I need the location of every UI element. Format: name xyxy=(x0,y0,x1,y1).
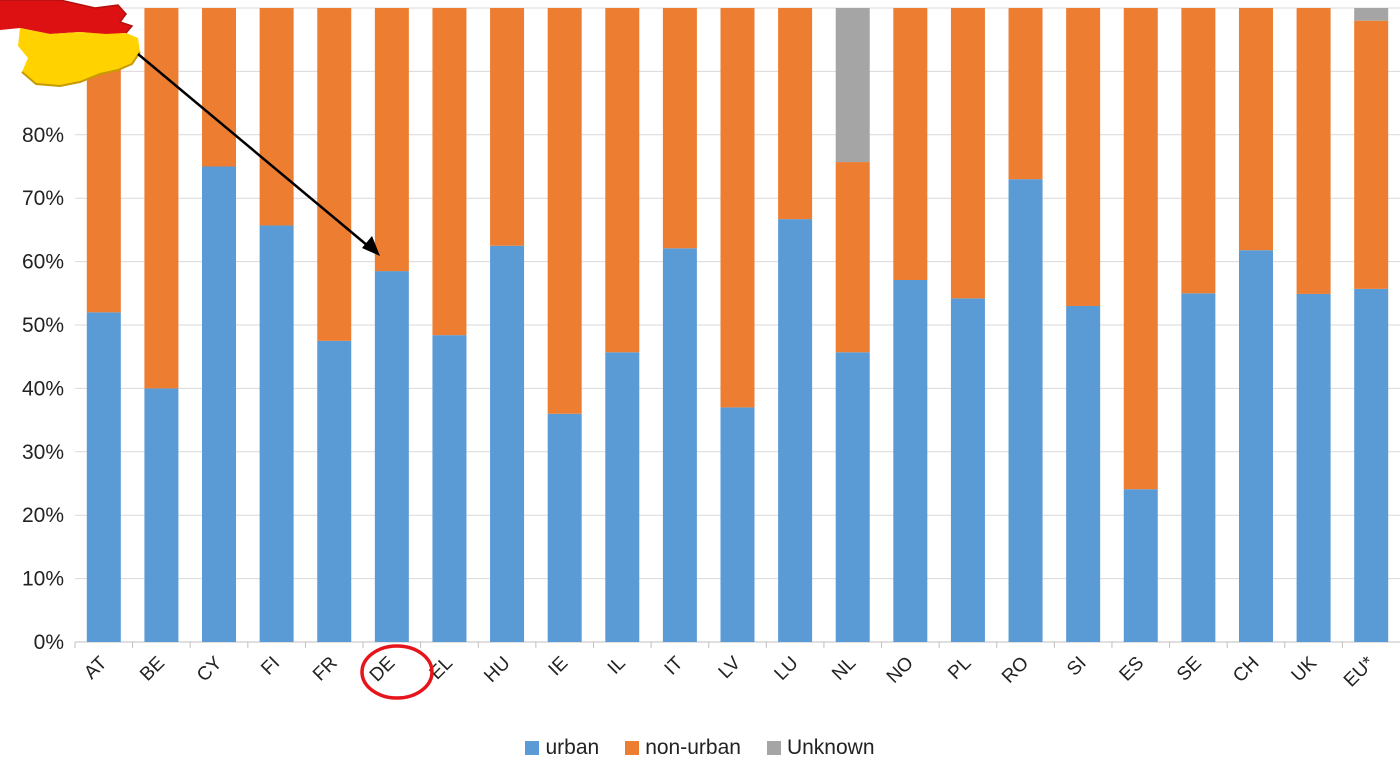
bar-non-urban-lv xyxy=(720,8,755,408)
x-category-label: BE xyxy=(136,653,169,686)
x-category-label: SE xyxy=(1173,653,1206,686)
legend-swatch xyxy=(766,741,781,755)
x-category-label: LU xyxy=(771,653,803,685)
legend-label: Unknown xyxy=(786,736,875,759)
bar-non-urban-uk xyxy=(1296,8,1331,294)
bar-urban-ch xyxy=(1238,250,1273,643)
y-tick-label: 70% xyxy=(22,187,64,210)
bar-urban-it xyxy=(662,248,697,642)
x-category-label: IT xyxy=(661,652,688,679)
bar-non-urban-se xyxy=(1181,8,1216,294)
y-tick-label: 10% xyxy=(22,568,64,591)
bar-non-urban-fr xyxy=(317,8,352,341)
bar-urban-el xyxy=(432,335,467,642)
legend-item: non-urban xyxy=(625,736,741,760)
y-tick-label: 40% xyxy=(22,377,64,400)
y-tick-label: 80% xyxy=(22,124,64,147)
germany-flag-map-icon xyxy=(0,0,141,88)
legend-item: urban xyxy=(525,736,599,760)
bar-non-urban-cy xyxy=(202,8,237,167)
x-category-label: EU* xyxy=(1340,652,1379,691)
legend-item: Unknown xyxy=(766,736,875,760)
x-axis-labels: AT BE CY FI FR DE EL HU IE IL IT LV LU NL NO PL RO SI ES SE… xyxy=(80,652,1379,691)
bar-non-urban-it xyxy=(662,8,697,249)
bar-non-urban-ro xyxy=(1008,8,1043,180)
x-category-label: FI xyxy=(257,653,284,680)
bar-urban-fr xyxy=(317,340,352,642)
x-category-label: IE xyxy=(545,653,573,681)
y-tick-label: 30% xyxy=(22,441,64,464)
bar-non-urban-ie xyxy=(547,8,582,414)
bar-urban-hu xyxy=(490,245,525,642)
pointer-arrowhead xyxy=(362,236,380,256)
x-category-label: HU xyxy=(480,653,514,687)
x-category-label: CY xyxy=(193,652,227,686)
x-category-label: AT xyxy=(80,652,111,683)
x-category-label: LV xyxy=(715,652,746,683)
bar-urban-fi xyxy=(259,225,294,642)
x-category-label: CH xyxy=(1229,653,1263,687)
bar-urban-eu xyxy=(1354,288,1389,642)
bar-non-urban-es xyxy=(1123,8,1158,490)
bar-non-urban-be xyxy=(144,8,179,389)
bar-urban-se xyxy=(1181,293,1216,642)
bar-urban-pl xyxy=(950,298,985,642)
bar-urban-ie xyxy=(547,413,582,642)
x-category-label: NL xyxy=(828,653,860,685)
bar-urban-no xyxy=(893,279,928,642)
bar-non-urban-eu xyxy=(1354,20,1389,289)
bar-urban-lu xyxy=(778,219,813,642)
y-tick-label: 50% xyxy=(22,314,64,337)
y-tick-label: 0% xyxy=(34,631,64,654)
bar-non-urban-hu xyxy=(490,8,525,246)
bar-urban-be xyxy=(144,388,179,642)
x-category-label: DE xyxy=(366,653,400,687)
bar-urban-nl xyxy=(835,352,870,642)
bar-urban-il xyxy=(605,352,640,642)
legend-label: urban xyxy=(545,736,600,759)
pointer-arrow xyxy=(137,53,369,247)
bar-urban-cy xyxy=(202,166,237,642)
bar-non-urban-si xyxy=(1066,8,1101,306)
legend: urban non-urban Unknown xyxy=(0,736,1400,760)
bar-urban-ro xyxy=(1008,179,1043,642)
x-category-label: PL xyxy=(944,653,975,684)
bar-urban-lv xyxy=(720,407,755,642)
bar-non-urban-pl xyxy=(950,8,985,299)
x-category-label: UK xyxy=(1288,652,1322,686)
annotations xyxy=(0,0,434,700)
x-category-label: RO xyxy=(998,653,1033,688)
legend-swatch xyxy=(625,741,640,755)
x-category-label: NO xyxy=(883,653,918,688)
bar-unknown-eu xyxy=(1354,8,1389,21)
bar-urban-es xyxy=(1123,489,1158,642)
bar-urban-si xyxy=(1066,305,1101,642)
bar-non-urban-nl xyxy=(835,162,870,353)
stacked-bar-chart: 0% 10% 20% 30% 40% 50% 60% 70% 80% AT BE CY FI FR DE E… xyxy=(0,0,1400,700)
bar-non-urban-il xyxy=(605,8,640,353)
bar-non-urban-de xyxy=(374,8,409,272)
bar-non-urban-lu xyxy=(778,8,813,220)
x-category-label: FR xyxy=(309,653,342,686)
x-category-label: ES xyxy=(1116,653,1149,686)
y-tick-label: 20% xyxy=(22,504,64,527)
bar-unknown-nl xyxy=(835,8,870,163)
highlight-circle xyxy=(360,644,434,700)
bar-non-urban-ch xyxy=(1238,8,1273,251)
bar-non-urban-el xyxy=(432,8,467,336)
legend-label: non-urban xyxy=(645,736,741,759)
legend-swatch xyxy=(525,741,540,755)
bar-urban-uk xyxy=(1296,293,1331,642)
bar-urban-de xyxy=(374,271,409,642)
bar-non-urban-fi xyxy=(259,8,294,226)
x-category-label: IL xyxy=(604,653,630,679)
bar-urban-at xyxy=(86,312,121,642)
y-axis-ticks: 0% 10% 20% 30% 40% 50% 60% 70% 80% xyxy=(22,124,64,654)
bar-non-urban-no xyxy=(893,8,928,280)
y-tick-label: 60% xyxy=(22,251,64,274)
x-category-label: SI xyxy=(1063,653,1091,681)
bars xyxy=(74,8,1389,648)
